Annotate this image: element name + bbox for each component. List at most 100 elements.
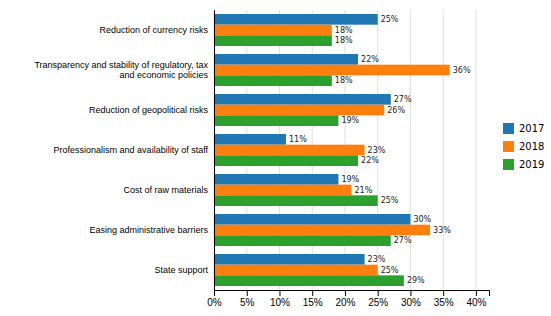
data-label: 25% <box>381 196 399 205</box>
tick-label: 0% <box>207 297 222 308</box>
tick: Transparency and stability of regulatory… <box>34 60 208 80</box>
data-label: 22% <box>361 55 379 64</box>
tick-label-line: Cost of raw materials <box>123 185 208 195</box>
bar <box>214 35 332 46</box>
bar <box>214 54 358 65</box>
tick-label-line: State support <box>154 265 208 275</box>
data-label: 11% <box>289 135 307 144</box>
legend-item: 2019 <box>503 159 544 170</box>
bar <box>214 105 384 116</box>
tick-mark <box>312 290 313 296</box>
bar <box>214 65 450 76</box>
bar-series <box>214 35 404 286</box>
data-label: 23% <box>368 146 386 155</box>
axis-line <box>215 291 490 297</box>
tick-label: Reduction of geopolitical risks <box>89 105 209 115</box>
data-label: 27% <box>394 95 412 104</box>
y-axis: Reduction of currency risks Transparency … <box>34 11 214 291</box>
tick: Reduction of currency risks <box>99 25 208 35</box>
tick: Professionalism and availability of staf… <box>54 145 209 155</box>
legend-swatch <box>503 159 514 170</box>
tick-label: 5% <box>240 297 255 308</box>
tick: 20% <box>335 290 355 308</box>
tick-label-line: Reduction of geopolitical risks <box>89 105 209 115</box>
tick: 30% <box>401 290 421 308</box>
chart: 25% 22% 27% 11% 19% 30% 23% 18% 36% 26% 23% 21% 33% 2… <box>0 0 551 316</box>
bar <box>214 254 365 265</box>
legend-label: 2019 <box>519 159 544 170</box>
bar <box>214 145 365 156</box>
tick-mark <box>247 290 248 296</box>
tick: Cost of raw materials <box>123 185 208 195</box>
data-label: 18% <box>335 76 353 85</box>
tick: 10% <box>270 290 290 308</box>
tick: Easing administrative barriers <box>89 225 208 235</box>
tick-mark <box>214 290 215 296</box>
grid-line <box>475 10 476 290</box>
bar <box>214 235 391 246</box>
data-label: 26% <box>387 106 405 115</box>
tick: Reduction of geopolitical risks <box>89 105 209 115</box>
tick-mark <box>279 290 280 296</box>
grid-line <box>410 10 411 290</box>
data-label: 33% <box>433 226 451 235</box>
bar <box>214 185 352 196</box>
bar <box>214 75 332 86</box>
tick-mark <box>410 290 411 296</box>
legend-item: 2017 <box>503 123 544 134</box>
bar <box>214 174 338 185</box>
bar <box>214 14 378 25</box>
data-label: 19% <box>341 116 359 125</box>
data-label: 18% <box>335 36 353 45</box>
data-label: 21% <box>355 186 373 195</box>
tick-mark <box>443 290 444 296</box>
bar <box>214 134 286 145</box>
tick: 5% <box>240 290 255 308</box>
tick: 35% <box>434 290 454 308</box>
legend: 2017 2018 2019 <box>503 123 544 170</box>
plot: 25% 22% 27% 11% 19% 30% 23% 18% 36% 26% 23% 21% 33% 2… <box>34 10 489 308</box>
tick-label: 25% <box>368 297 388 308</box>
data-label: 25% <box>381 15 399 24</box>
data-labels: 25%22%27%11%19%30%23%18%36%26%23%21%33%2… <box>289 15 471 285</box>
grid <box>214 10 476 290</box>
tick-mark <box>476 290 477 296</box>
legend-swatch <box>503 123 514 134</box>
tick-label: Professionalism and availability of staf… <box>54 145 209 155</box>
axis-line <box>214 11 215 291</box>
data-label: 25% <box>381 266 399 275</box>
tick: State support <box>154 265 208 275</box>
tick: 15% <box>303 290 323 308</box>
grid-line <box>443 10 444 290</box>
legend-label: 2017 <box>519 123 544 134</box>
tick-label: Cost of raw materials <box>123 185 208 195</box>
data-label: 29% <box>407 276 425 285</box>
bar <box>214 94 391 105</box>
tick-label: 15% <box>303 297 323 308</box>
tick-label-line: Easing administrative barriers <box>89 225 208 235</box>
x-axis: 0% 5% 10% 15% 20% 25% 30% 35% 40% <box>207 290 489 308</box>
tick-mark <box>345 290 346 296</box>
tick-mark <box>378 290 379 296</box>
data-label: 36% <box>453 66 471 75</box>
bar <box>214 265 378 276</box>
tick: 40% <box>466 290 486 308</box>
bar <box>214 195 378 206</box>
tick: 0% <box>207 290 222 308</box>
data-label: 23% <box>368 255 386 264</box>
tick-label: 10% <box>270 297 290 308</box>
data-label: 27% <box>394 236 412 245</box>
tick-label-line: Professionalism and availability of staf… <box>54 145 209 155</box>
legend-item: 2018 <box>503 141 544 152</box>
bar <box>214 155 358 166</box>
tick-label: 35% <box>434 297 454 308</box>
tick-label: Transparency and stability of regulatory… <box>34 60 208 80</box>
grid-line <box>214 10 215 290</box>
bar <box>214 214 410 225</box>
data-label: 19% <box>341 175 359 184</box>
tick: 25% <box>368 290 388 308</box>
tick-label: 40% <box>466 297 486 308</box>
bar <box>214 225 430 236</box>
tick-label-line: Transparency and stability of regulatory… <box>34 60 208 70</box>
bar <box>214 25 332 36</box>
